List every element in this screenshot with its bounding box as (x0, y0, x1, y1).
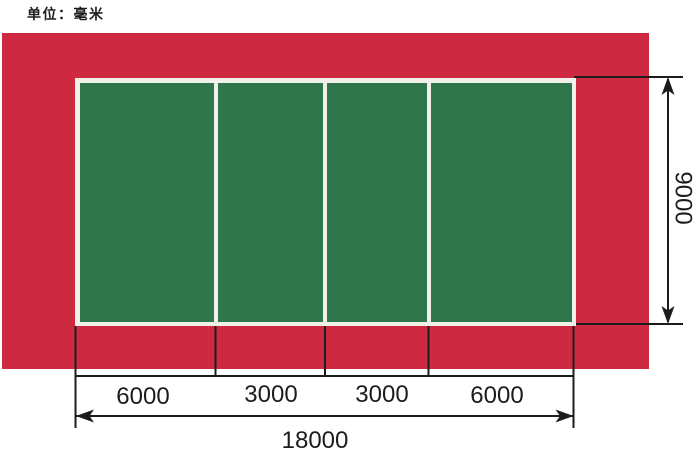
svg-text:3000: 3000 (244, 381, 297, 408)
svg-text:18000: 18000 (282, 427, 349, 454)
svg-text:9000: 9000 (670, 171, 697, 224)
svg-text:3000: 3000 (355, 381, 408, 408)
svg-text:6000: 6000 (116, 383, 169, 410)
svg-text:6000: 6000 (470, 382, 523, 409)
